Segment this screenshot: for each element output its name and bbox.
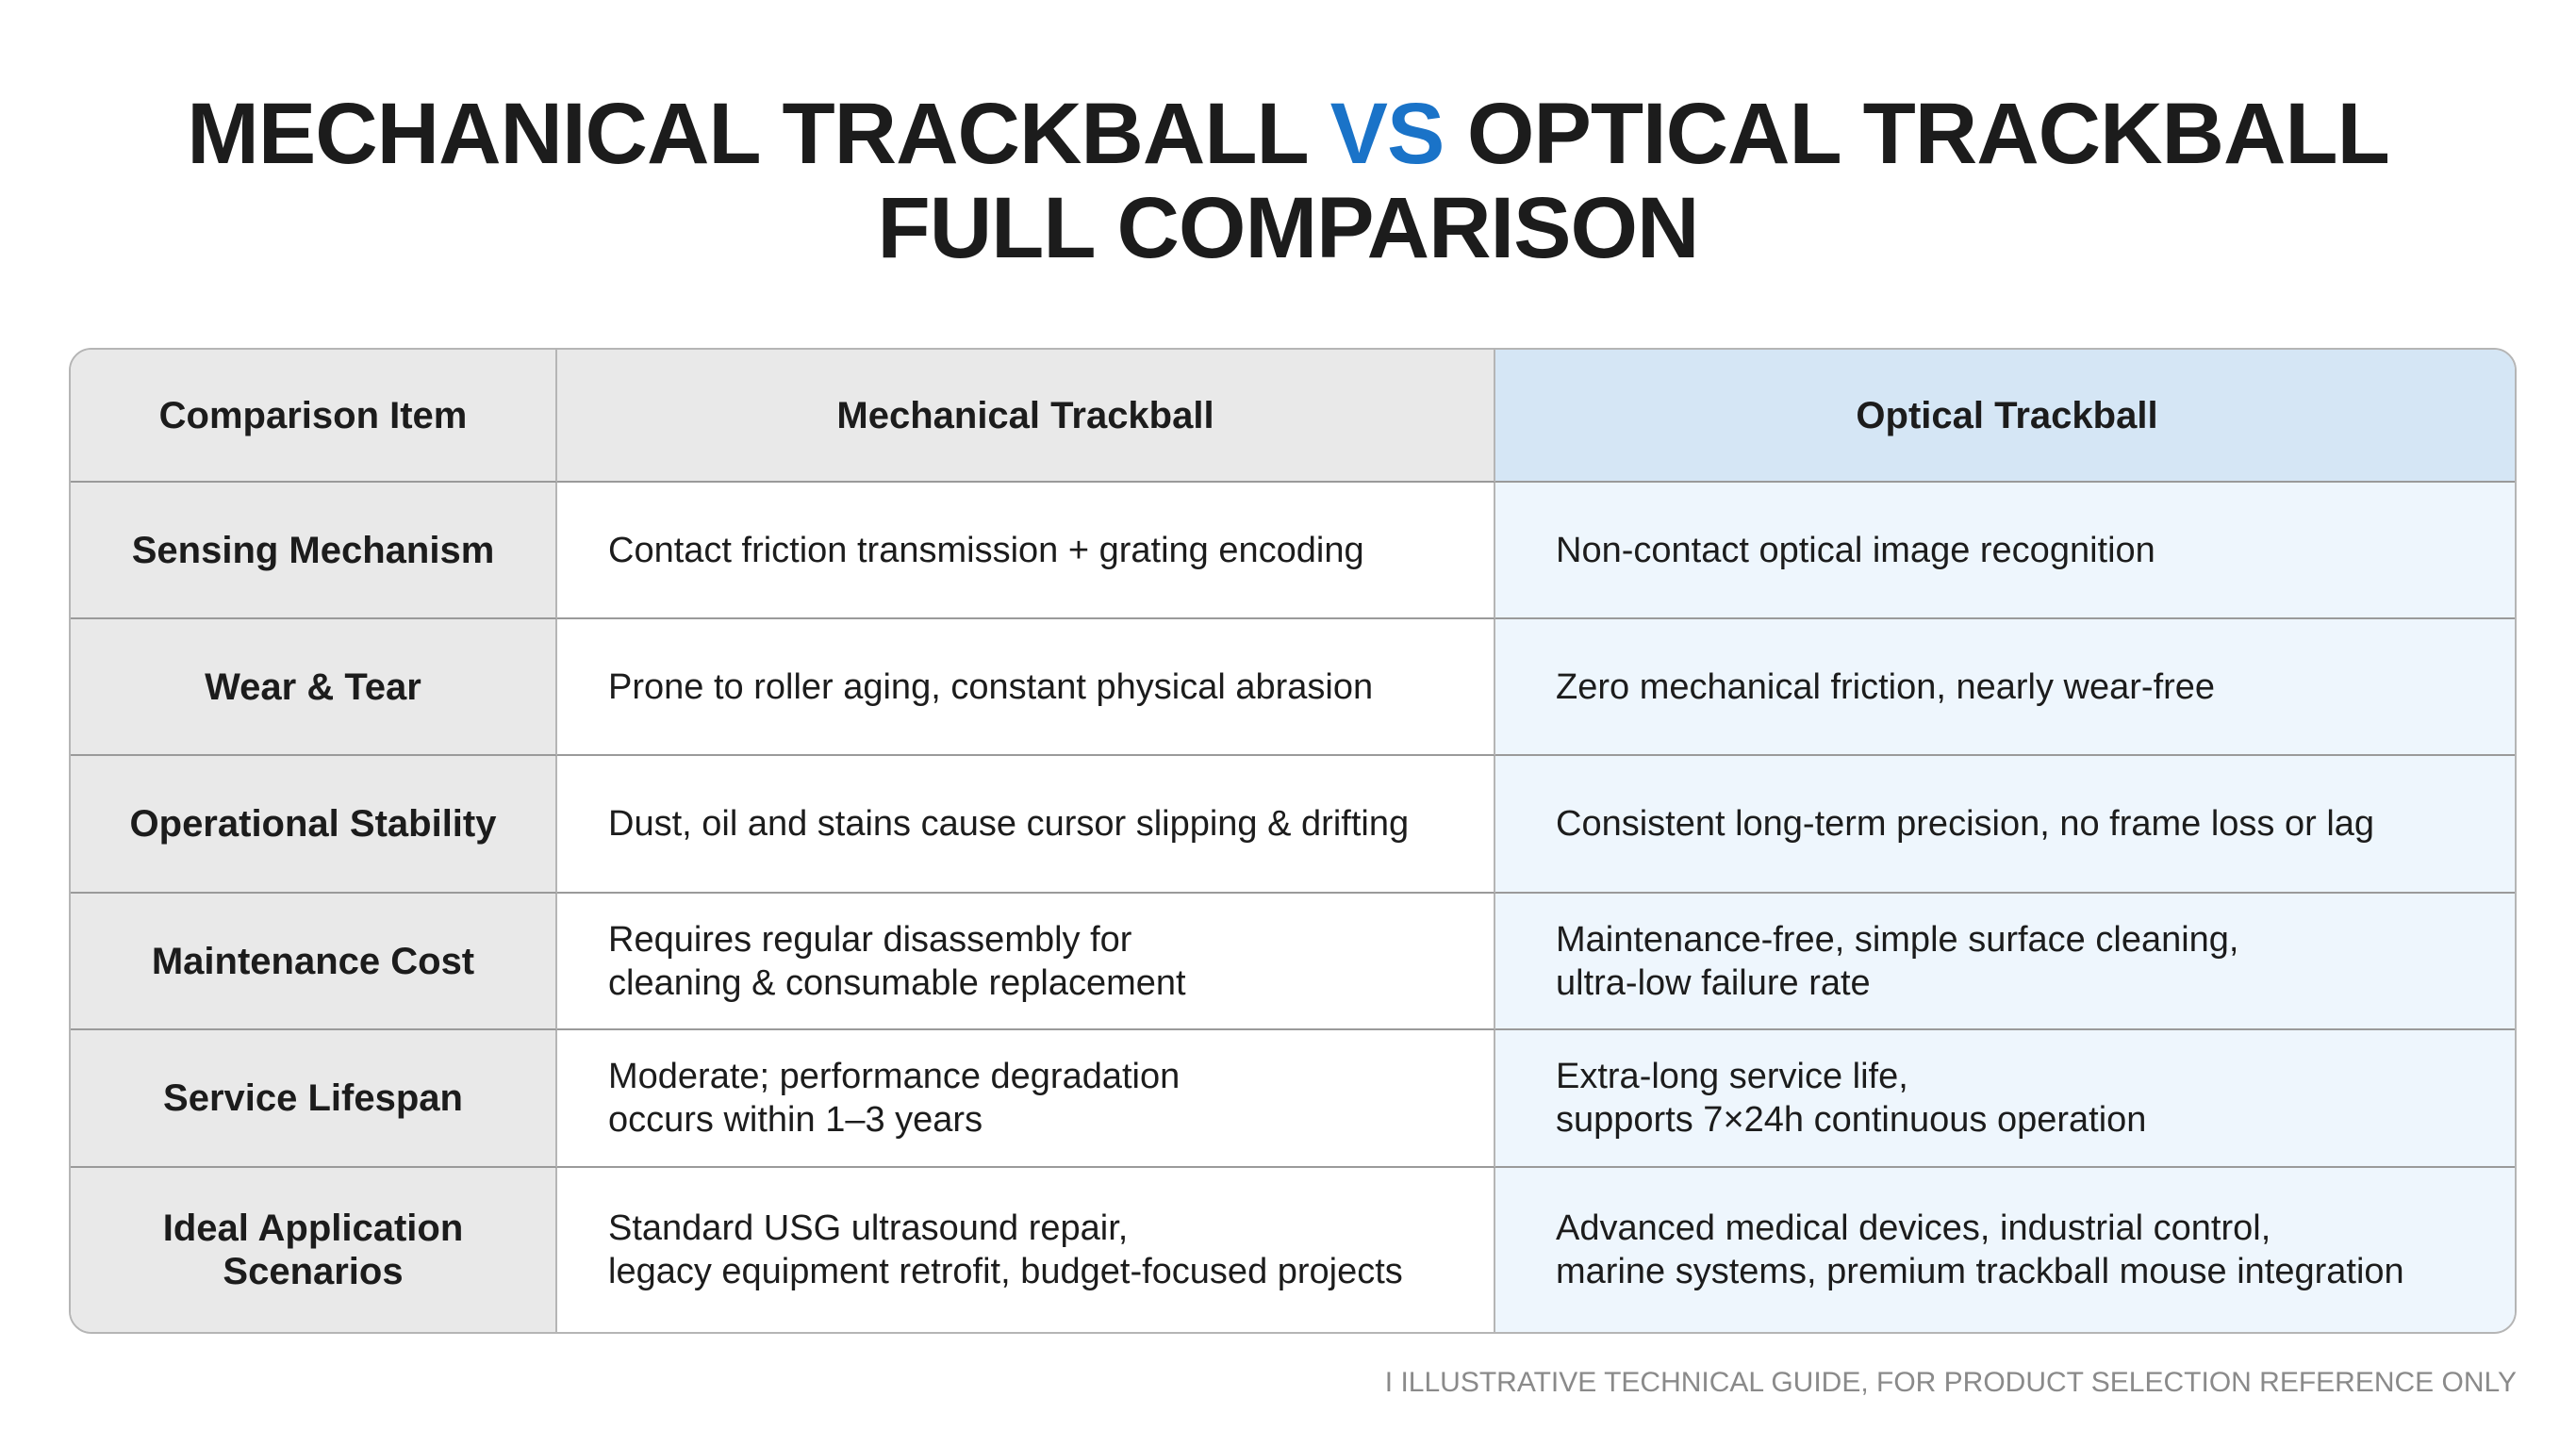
table-cell: Consistent long-term precision, no frame…	[1495, 756, 2515, 894]
table-cell: Advanced medical devices, industrial con…	[1495, 1168, 2515, 1332]
cell-line: Zero mechanical friction, nearly wear-fr…	[1556, 666, 2216, 707]
cell-line: supports 7×24h continuous operation	[1556, 1100, 2147, 1140]
title-text: MECHANICAL TRACKBALL	[187, 86, 1308, 182]
table-cell: Prone to roller aging, constant physical…	[557, 619, 1495, 756]
cell-line: Scenarios	[223, 1251, 404, 1292]
row-label-cell: Sensing Mechanism	[71, 483, 557, 619]
cell-line: Service Lifespan	[163, 1077, 463, 1119]
row-label-cell: Service Lifespan	[71, 1030, 557, 1168]
header-cell: Optical Trackball	[1495, 350, 2515, 483]
cell-line: cleaning & consumable replacement	[608, 962, 1186, 1003]
cell-line: Requires regular disassembly for	[608, 919, 1132, 960]
cell-line: Maintenance Cost	[151, 940, 475, 982]
table-cell: Dust, oil and stains cause cursor slippi…	[557, 756, 1495, 894]
table-cell: Requires regular disassembly for cleaning…	[557, 894, 1495, 1030]
cell-line: Dust, oil and stains cause cursor slippi…	[608, 804, 1410, 844]
title-line-1: MECHANICAL TRACKBALL VS OPTICAL TRACKBAL…	[0, 87, 2576, 181]
title-text: OPTICAL TRACKBALL	[1466, 86, 2390, 182]
cell-line: Ideal Application	[162, 1208, 464, 1249]
table-cell: Maintenance-free, simple surface cleanin…	[1495, 894, 2515, 1030]
title: MECHANICAL TRACKBALL VS OPTICAL TRACKBAL…	[0, 87, 2576, 275]
row-label-cell: Ideal Application Scenarios	[71, 1168, 557, 1332]
cell-line: ultra-low failure rate	[1556, 962, 1871, 1003]
cell-line: Wear & Tear	[205, 665, 421, 708]
cell-line: Maintenance-free, simple surface cleanin…	[1556, 919, 2239, 960]
cell-line: Advanced medical devices, industrial con…	[1556, 1208, 2271, 1248]
row-label-cell: Operational Stability	[71, 756, 557, 894]
title-line-2: FULL COMPARISON	[877, 180, 1700, 276]
header-cell: Mechanical Trackball	[557, 350, 1495, 483]
comparison-table: Comparison Item Mechanical Trackball Optic…	[69, 348, 2517, 1334]
table-cell: Non-contact optical image recognition	[1495, 483, 2515, 619]
footer-note: I ILLUSTRATIVE TECHNICAL GUIDE, FOR PROD…	[1384, 1367, 2517, 1398]
cell-line: legacy equipment retrofit, budget-focuse…	[608, 1252, 1403, 1291]
cell-line: Non-contact optical image recognition	[1556, 530, 2155, 570]
cell-line: marine systems, premium trackball mouse …	[1556, 1252, 2404, 1291]
cell-line: Consistent long-term precision, no frame…	[1556, 804, 2375, 844]
table-cell: Contact friction transmission + grating …	[557, 483, 1495, 619]
table-cell: Zero mechanical friction, nearly wear-fr…	[1495, 619, 2515, 756]
row-label-cell: Wear & Tear	[71, 619, 557, 756]
row-label-cell: Maintenance Cost	[71, 894, 557, 1030]
title-highlight: VS	[1329, 86, 1445, 182]
cell-line: Sensing Mechanism	[131, 529, 495, 571]
cell-line: occurs within 1–3 years	[608, 1100, 983, 1140]
table-cell: Extra-long service life, supports 7×24h c…	[1495, 1030, 2515, 1168]
header-cell: Comparison Item	[71, 350, 557, 483]
cell-line: Moderate; performance degradation	[608, 1057, 1181, 1096]
cell-line: Operational Stability	[129, 803, 497, 845]
cell-line: Prone to roller aging, constant physical…	[608, 666, 1374, 707]
table-cell: Moderate; performance degradation occurs …	[557, 1030, 1495, 1168]
table-cell: Standard USG ultrasound repair, legacy eq…	[557, 1168, 1495, 1332]
cell-line: Contact friction transmission + grating …	[608, 530, 1364, 570]
cell-line: Extra-long service life,	[1556, 1057, 1908, 1096]
cell-line: Standard USG ultrasound repair,	[608, 1208, 1129, 1248]
